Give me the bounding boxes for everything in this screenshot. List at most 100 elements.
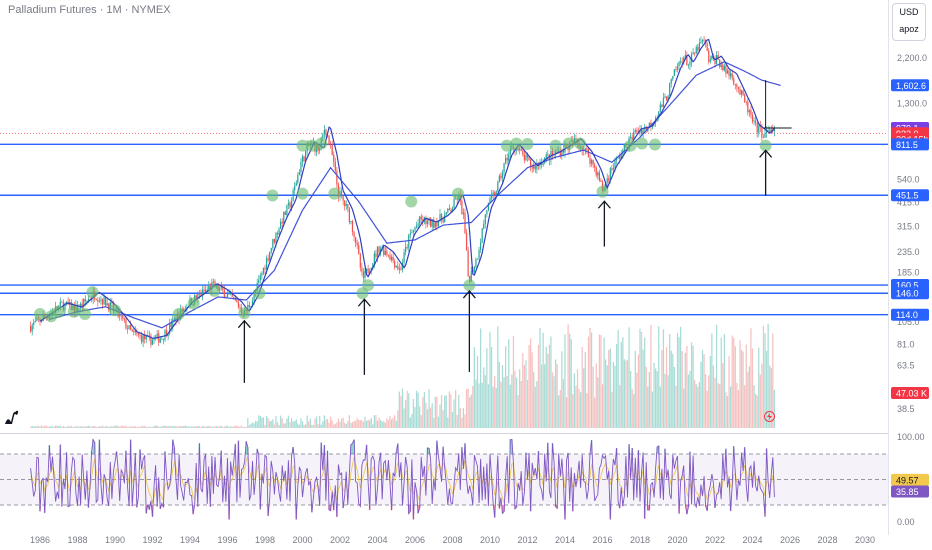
volume-bar xyxy=(542,332,544,428)
volume-bar xyxy=(440,395,443,428)
support-marker xyxy=(109,304,121,317)
volume-bar xyxy=(205,426,207,428)
volume-bar xyxy=(605,359,607,428)
candle-body xyxy=(711,56,713,60)
volume-bar xyxy=(297,423,299,428)
candle-body xyxy=(751,114,754,122)
volume-bar xyxy=(358,419,360,428)
candle-body xyxy=(669,83,671,96)
candle-body xyxy=(298,172,300,175)
volume-bar xyxy=(439,404,441,428)
candle-body xyxy=(480,242,482,251)
candle-body xyxy=(140,335,143,343)
tradingview-logo-icon[interactable] xyxy=(3,406,25,426)
candle-body xyxy=(747,101,749,113)
volume-bar xyxy=(575,385,577,428)
volume-bar xyxy=(208,425,210,428)
volume-bar xyxy=(711,333,713,428)
volume-bar xyxy=(584,352,586,428)
candle-body xyxy=(123,318,125,320)
support-markers xyxy=(34,137,772,323)
volume-bar xyxy=(309,418,311,428)
currency-button[interactable]: USD apoz xyxy=(892,3,926,41)
volume-bar xyxy=(561,351,563,428)
volume-bar xyxy=(101,425,104,428)
candle-body xyxy=(667,95,669,101)
candle-body xyxy=(769,129,771,133)
volume-bar xyxy=(690,342,693,428)
candle-body xyxy=(109,302,111,311)
volume-bar xyxy=(30,426,32,428)
volume-bar xyxy=(686,345,688,428)
volume-bar xyxy=(472,385,474,428)
candle-body xyxy=(356,242,358,246)
candle-body xyxy=(642,129,644,134)
candle-body xyxy=(261,273,263,276)
volume-bar xyxy=(645,366,647,428)
volume-bar xyxy=(308,421,310,428)
volume-bar xyxy=(51,426,54,428)
candle-body xyxy=(275,232,277,243)
volume-bar xyxy=(415,390,418,428)
volume-bar xyxy=(765,350,768,428)
volume-bar xyxy=(184,425,186,428)
volume-bar xyxy=(114,425,116,428)
volume-bar xyxy=(544,364,546,428)
volume-bar xyxy=(75,425,77,428)
candle-body xyxy=(501,172,504,179)
support-marker xyxy=(79,307,91,320)
volume-bar xyxy=(392,417,394,428)
price-tick-label: 185.0 xyxy=(897,268,920,278)
candle-body xyxy=(390,256,393,260)
volume-bar xyxy=(256,421,258,428)
candle-body xyxy=(612,167,615,170)
volume-bar xyxy=(669,334,671,428)
candle-body xyxy=(372,263,374,269)
volume-bar xyxy=(376,420,379,428)
volume-bar xyxy=(362,421,365,428)
candle-body xyxy=(267,258,269,261)
price-tag-bg xyxy=(891,189,929,202)
support-marker xyxy=(86,286,99,299)
candle-body xyxy=(169,322,171,334)
volume-bar xyxy=(94,425,96,428)
support-marker xyxy=(574,137,586,150)
candle-body xyxy=(359,254,361,268)
candle-body xyxy=(230,293,232,294)
candle-body xyxy=(737,86,740,90)
volume-bar xyxy=(115,425,118,428)
volume-bar xyxy=(680,326,682,428)
volume-bar xyxy=(155,425,157,428)
volume-bar xyxy=(667,375,669,428)
candle-body xyxy=(709,59,711,62)
volume-bar xyxy=(345,424,347,428)
volume-bar xyxy=(364,416,366,428)
volume-bar xyxy=(694,380,696,428)
price-tag: 811.5 xyxy=(896,140,918,150)
candle-body xyxy=(470,270,472,282)
price-tick-label: 38.5 xyxy=(897,404,915,414)
volume-bar xyxy=(158,426,160,428)
volume-bar xyxy=(231,426,233,428)
volume-bar xyxy=(261,417,263,428)
candle-body xyxy=(380,248,382,253)
volume-bar xyxy=(723,334,725,428)
candle-body xyxy=(509,149,511,155)
volume-bar xyxy=(298,424,300,428)
candle-body xyxy=(505,157,507,164)
volume-bar xyxy=(523,365,525,428)
price-tick-label: 81.0 xyxy=(897,339,915,349)
volume-bar xyxy=(569,333,571,428)
candle-body xyxy=(590,159,593,164)
candle-body xyxy=(672,75,674,80)
volume-bar xyxy=(509,384,511,428)
volume-bar xyxy=(600,334,602,428)
candle-body xyxy=(420,216,422,220)
flash-icon[interactable] xyxy=(764,411,775,422)
candle-body xyxy=(437,221,440,227)
candle-body xyxy=(30,326,32,332)
candle-body xyxy=(156,333,158,337)
volume-bar xyxy=(534,386,536,428)
volume-bar xyxy=(481,382,483,428)
